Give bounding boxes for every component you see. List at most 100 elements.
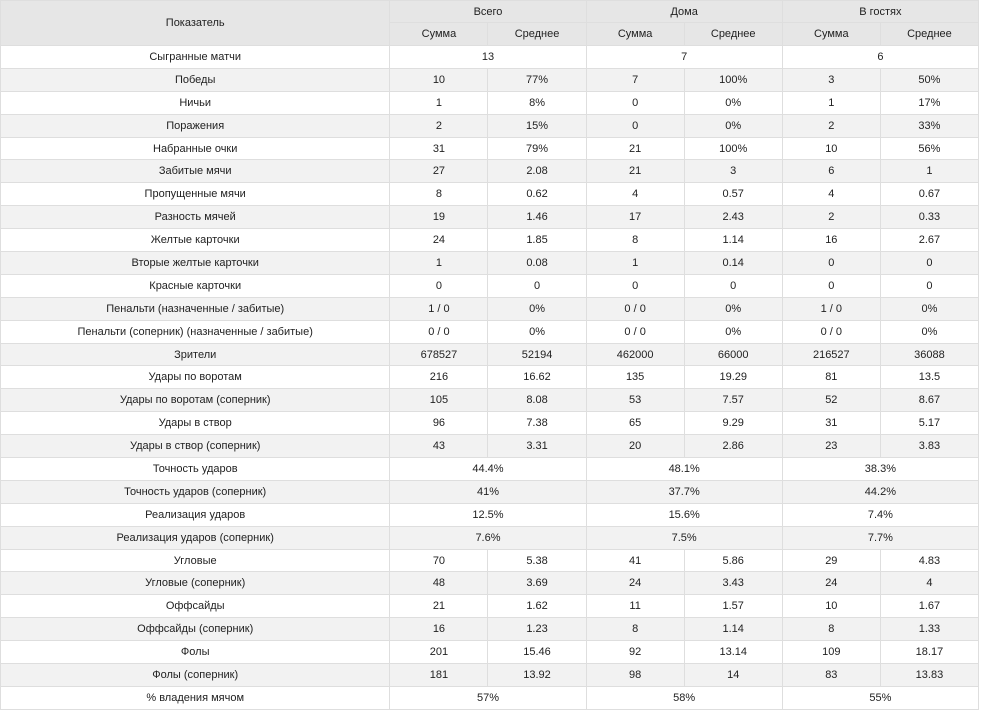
- average-cell: 8%: [487, 90, 587, 115]
- row-label: Удары в створ (соперник): [0, 434, 391, 459]
- table-row: Желтые карточки 24 1.85 8 1.14 16 2.67: [0, 228, 980, 253]
- sum-cell: 48: [389, 571, 489, 596]
- table-row: Пенальти (соперник) (назначенные / забит…: [0, 319, 980, 344]
- sum-cell: 0 / 0: [585, 319, 685, 344]
- group-header-total: Всего: [389, 0, 587, 23]
- row-label: Фолы: [0, 640, 391, 665]
- row-label: Сыгранные матчи: [0, 45, 391, 69]
- average-cell: 0.57: [683, 182, 783, 207]
- subheader-total-avg: Среднее: [487, 22, 587, 46]
- sum-cell: 83: [781, 663, 881, 687]
- sum-cell: 24: [585, 571, 685, 596]
- row-label: Фолы (соперник): [0, 663, 391, 687]
- average-cell: 8.67: [879, 388, 980, 413]
- row-label: Зрители: [0, 342, 391, 367]
- average-cell: 79%: [487, 136, 587, 161]
- average-cell: 9.29: [683, 411, 783, 436]
- row-label: Угловые: [0, 548, 391, 573]
- row-label: Вторые желтые карточки: [0, 251, 391, 275]
- average-cell: 0%: [879, 319, 980, 344]
- average-cell: 52194: [487, 342, 587, 367]
- average-cell: 5.38: [487, 548, 587, 573]
- sum-cell: 23: [781, 434, 881, 459]
- average-cell: 0.14: [683, 251, 783, 275]
- sum-cell: 0: [389, 273, 489, 298]
- average-cell: 8.08: [487, 388, 587, 413]
- sum-cell: 52: [781, 388, 881, 413]
- table-row: Угловые 70 5.38 41 5.86 29 4.83: [0, 548, 980, 573]
- table-row: Победы 10 77% 7 100% 3 50%: [0, 67, 980, 92]
- subheader-home-avg: Среднее: [683, 22, 783, 46]
- row-label: Пенальти (назначенные / забитые): [0, 296, 391, 321]
- row-label: Точность ударов: [0, 457, 391, 481]
- average-cell: 1.62: [487, 594, 587, 619]
- table-row: Набранные очки 31 79% 21 100% 10 56%: [0, 136, 980, 161]
- average-cell: 3.69: [487, 571, 587, 596]
- merged-value-cell: 37.7%: [585, 479, 783, 504]
- sum-cell: 24: [781, 571, 881, 596]
- table-row: Точность ударов (соперник) 41% 37.7% 44.2%: [0, 479, 980, 504]
- sum-cell: 10: [389, 67, 489, 92]
- sum-cell: 96: [389, 411, 489, 436]
- sum-cell: 1: [781, 90, 881, 115]
- row-label: Забитые мячи: [0, 159, 391, 184]
- sum-cell: 181: [389, 663, 489, 687]
- average-cell: 5.86: [683, 548, 783, 573]
- table-row: Красные карточки 0 0 0 0 0 0: [0, 273, 980, 298]
- row-label: % владения мячом: [0, 685, 391, 710]
- average-cell: 100%: [683, 136, 783, 161]
- sum-cell: 81: [781, 365, 881, 390]
- average-cell: 2.86: [683, 434, 783, 459]
- sum-cell: 65: [585, 411, 685, 436]
- sum-cell: 10: [781, 594, 881, 619]
- row-label: Победы: [0, 67, 391, 92]
- table-row: Точность ударов 44.4% 48.1% 38.3%: [0, 457, 980, 481]
- average-cell: 1.46: [487, 205, 587, 230]
- sum-cell: 21: [585, 159, 685, 184]
- row-label: Оффсайды: [0, 594, 391, 619]
- average-cell: 2.67: [879, 228, 980, 253]
- sum-cell: 0 / 0: [389, 319, 489, 344]
- average-cell: 1.57: [683, 594, 783, 619]
- average-cell: 100%: [683, 67, 783, 92]
- sum-cell: 17: [585, 205, 685, 230]
- sum-cell: 201: [389, 640, 489, 665]
- metric-column-header: Показатель: [0, 0, 391, 46]
- average-cell: 66000: [683, 342, 783, 367]
- average-cell: 13.5: [879, 365, 980, 390]
- row-label: Угловые (соперник): [0, 571, 391, 596]
- average-cell: 3.43: [683, 571, 783, 596]
- merged-value-cell: 41%: [389, 479, 587, 504]
- row-label: Набранные очки: [0, 136, 391, 161]
- average-cell: 17%: [879, 90, 980, 115]
- sum-cell: 0: [585, 90, 685, 115]
- merged-value-cell: 58%: [585, 685, 783, 710]
- average-cell: 15%: [487, 113, 587, 138]
- average-cell: 16.62: [487, 365, 587, 390]
- average-cell: 13.14: [683, 640, 783, 665]
- average-cell: 0.62: [487, 182, 587, 207]
- table-row: Ничьи 1 8% 0 0% 1 17%: [0, 90, 980, 115]
- average-cell: 13.83: [879, 663, 980, 687]
- average-cell: 0: [879, 251, 980, 275]
- sum-cell: 1 / 0: [389, 296, 489, 321]
- average-cell: 15.46: [487, 640, 587, 665]
- average-cell: 14: [683, 663, 783, 687]
- sum-cell: 0 / 0: [781, 319, 881, 344]
- average-cell: 4: [879, 571, 980, 596]
- average-cell: 3.83: [879, 434, 980, 459]
- merged-value-cell: 57%: [389, 685, 587, 710]
- sum-cell: 11: [585, 594, 685, 619]
- sum-cell: 4: [585, 182, 685, 207]
- row-label: Поражения: [0, 113, 391, 138]
- sum-cell: 0: [585, 113, 685, 138]
- sum-cell: 1: [389, 90, 489, 115]
- table-row: Оффсайды (соперник) 16 1.23 8 1.14 8 1.33: [0, 617, 980, 642]
- sum-cell: 21: [585, 136, 685, 161]
- merged-value-cell: 6: [781, 45, 980, 69]
- average-cell: 5.17: [879, 411, 980, 436]
- average-cell: 0%: [683, 319, 783, 344]
- table-row: Поражения 2 15% 0 0% 2 33%: [0, 113, 980, 138]
- sum-cell: 16: [781, 228, 881, 253]
